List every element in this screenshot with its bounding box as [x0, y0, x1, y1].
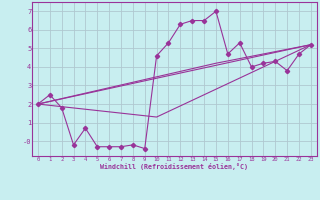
X-axis label: Windchill (Refroidissement éolien,°C): Windchill (Refroidissement éolien,°C)	[100, 163, 248, 170]
